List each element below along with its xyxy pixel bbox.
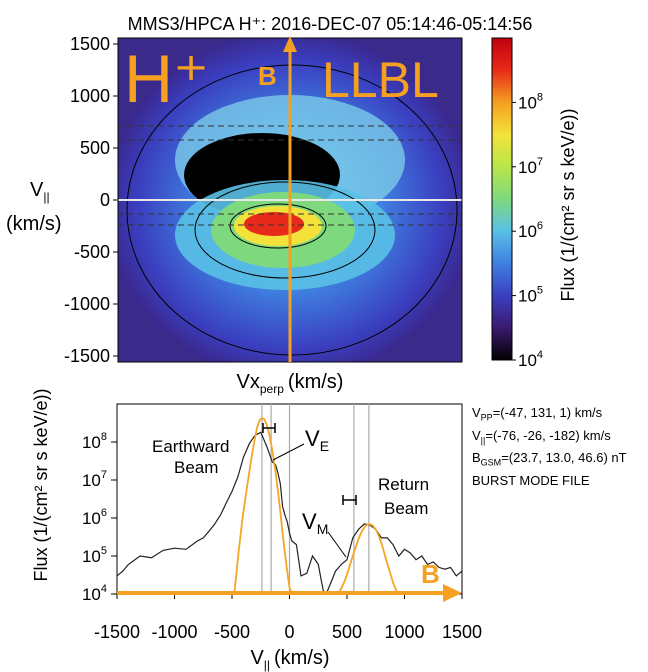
line-xtick-label-4: 500 [332, 622, 362, 642]
info-bgsm: BGSM=(23.7, 13.0, 46.6) nT [472, 449, 644, 472]
line-xtick-label-2: -500 [214, 622, 250, 642]
series-line-2 [337, 522, 401, 595]
colorbar-tick-label-4: 104 [518, 349, 543, 370]
heatmap-ytick-label-5: -1000 [64, 294, 110, 314]
info-bgsm-sub: GSM [480, 457, 502, 468]
line-xtick-label-6: 1500 [442, 622, 482, 642]
vm-pointer [327, 531, 347, 558]
info-vpp-sub: PP [480, 412, 493, 423]
earthward-label-2: Beam [174, 458, 218, 477]
info-vpar-sub: || [480, 435, 486, 446]
return-label-2: Beam [384, 499, 428, 518]
vm-error-bar [342, 495, 357, 505]
info-vpp-main: V [472, 405, 481, 420]
heatmap-ytick-label-0: 1500 [70, 34, 110, 54]
vm-label-main: V [302, 509, 317, 534]
heatmap-ytick-label-6: -1500 [64, 346, 110, 366]
info-bgsm-value: =(23.7, 13.0, 46.6) nT [501, 450, 627, 466]
heatmap-ytick-label-2: 500 [80, 138, 110, 158]
line-xtick-label-5: 1000 [384, 622, 424, 642]
colorbar-tick-label-1: 107 [518, 156, 543, 177]
heatmap-xlabel-sub: perp [260, 382, 284, 396]
region-label: LLBL [322, 52, 439, 108]
field-label-top: B [258, 61, 277, 91]
info-vpar-value: =(-76, -26, -182) km/s [485, 427, 611, 443]
colorbar [491, 37, 513, 361]
top-title: MMS3/HPCA H⁺: 2016-DEC-07 05:14:46-05:14… [128, 14, 533, 34]
heatmap-y-axis: 1500 1000 500 0 -500 -1000 -1500 [64, 34, 118, 366]
heatmap-contour-mid [194, 181, 376, 279]
heatmap-ylabel-v: V|| [30, 179, 50, 204]
field-arrow-head-right [443, 584, 462, 602]
heatmap-contour-inner [229, 203, 327, 249]
field-label-bottom: B [421, 559, 440, 589]
info-mode: BURST MODE FILE [472, 472, 590, 488]
heatmap-ylabel-units: (km/s) [6, 213, 62, 235]
line-ytick-label-1: 107 [82, 469, 107, 490]
return-label-1: Return [378, 475, 429, 494]
line-ytick-label-2: 106 [82, 507, 107, 528]
line-xtick-label-0: -1500 [94, 622, 140, 642]
heatmap-core [244, 212, 304, 236]
line-xtick-label-3: 0 [284, 622, 294, 642]
colorbar-tick-label-0: 108 [518, 91, 543, 112]
ve-label-sub: E [320, 438, 329, 454]
species-label: H⁺ [124, 41, 209, 117]
info-vpar: V||=(-76, -26, -182) km/s [472, 427, 644, 450]
heatmap-ytick-label-3: 0 [100, 190, 110, 210]
series-line-1 [233, 417, 297, 595]
vm-label: VM [302, 509, 328, 537]
ve-error-bar [262, 423, 276, 433]
line-plot-y-axis: 108 107 106 105 104 [82, 431, 117, 604]
colorbar-tick-label-3: 105 [518, 285, 543, 306]
heatmap-ylabel-sub: || [43, 190, 49, 204]
series-line-0 [116, 431, 463, 596]
heatmap-xlabel-units: (km/s) [288, 371, 344, 393]
line-plot-ylabel: Flux (1/(cm² sr s keV/e)) [31, 388, 51, 581]
heatmap-ytick-label-4: -500 [74, 242, 110, 262]
heatmap-xlabel: Vxperp (km/s) [237, 371, 344, 396]
line-plot-xlabel-main: V [250, 647, 264, 669]
info-vpar-main: V [472, 427, 481, 443]
heatmap-ytick-label-1: 1000 [70, 86, 110, 106]
line-ytick-label-0: 108 [82, 431, 107, 452]
ve-label-main: V [305, 426, 320, 451]
info-panel: VPP=(-47, 131, 1) km/s V||=(-76, -26, -1… [472, 404, 644, 489]
ve-label: VE [305, 426, 329, 454]
line-ytick-label-4: 104 [82, 583, 107, 604]
colorbar-ticks: 108 107 106 105 104 [512, 91, 543, 370]
line-plot-xlabel: V|| (km/s) [250, 647, 329, 672]
heatmap-xlabel-main: Vx [237, 371, 260, 393]
info-vpp-value: =(-47, 131, 1) km/s [492, 405, 603, 420]
earthward-label-1: Earthward [152, 437, 229, 456]
info-bgsm-main: B [472, 450, 481, 466]
line-plot-content [116, 404, 463, 596]
colorbar-label: Flux (1/(cm² sr s keV/e)) [558, 108, 578, 301]
heatmap-contour-outer [126, 64, 458, 356]
line-plot-xlabel-sub: || [264, 658, 270, 672]
colorbar-tick-label-2: 106 [518, 220, 543, 241]
line-plot-x-axis: -1500 -1000 -500 0 500 1000 1500 [94, 594, 482, 642]
vm-label-sub: M [317, 521, 329, 537]
ve-pointer [272, 443, 305, 461]
line-xtick-label-1: -1000 [151, 622, 197, 642]
line-ytick-label-3: 105 [82, 545, 107, 566]
heatmap-ylabel-main: V [30, 179, 44, 201]
field-arrow-head-up [283, 36, 297, 52]
info-vpp: VPP=(-47, 131, 1) km/s [472, 404, 644, 427]
line-plot-xlabel-units: (km/s) [274, 647, 330, 669]
